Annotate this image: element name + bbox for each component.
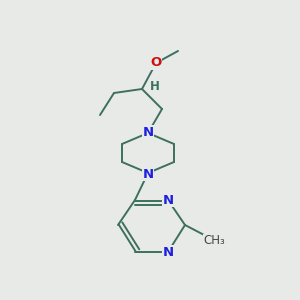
Text: CH₃: CH₃ — [203, 235, 225, 248]
Text: N: N — [162, 245, 174, 259]
Text: N: N — [142, 125, 154, 139]
Text: H: H — [150, 80, 160, 94]
Text: O: O — [150, 56, 162, 70]
Text: N: N — [142, 167, 154, 181]
Text: N: N — [162, 194, 174, 206]
